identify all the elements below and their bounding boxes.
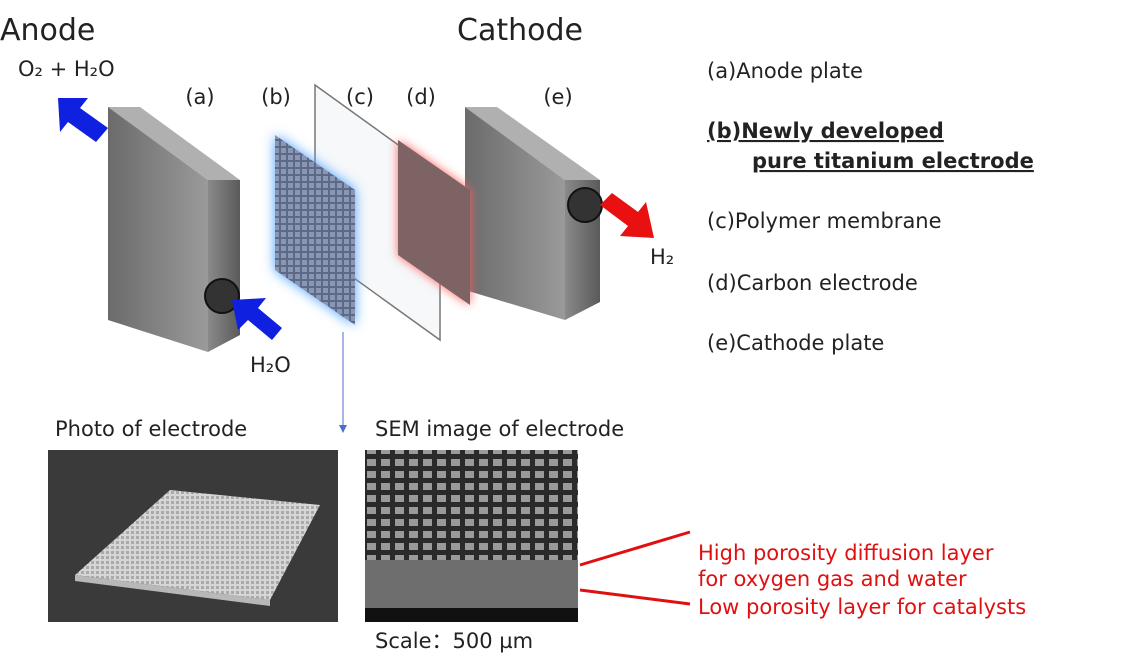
electrode-photo	[48, 450, 338, 622]
page: {"header": {"anode": "Anode", "cathode":…	[0, 0, 1123, 656]
component-letter: (b)	[261, 85, 291, 109]
sem-image	[365, 450, 578, 622]
cathode-plate	[465, 107, 602, 320]
scale-label: Scale：500 µm	[375, 629, 533, 653]
sem-title: SEM image of electrode	[375, 417, 624, 441]
arrow-h2-out	[600, 193, 654, 238]
annotation: Low porosity layer for catalysts	[698, 595, 1026, 619]
component-letter: (a)	[185, 85, 214, 109]
annotation-pointer	[580, 590, 690, 604]
legend-item: (d)Carbon electrode	[707, 271, 918, 295]
annotation-pointer	[580, 532, 690, 565]
component-letter: (e)	[543, 85, 572, 109]
flow-label: H₂O	[250, 353, 291, 377]
component-letter: (d)	[406, 85, 436, 109]
flow-label: O₂ + H₂O	[18, 57, 115, 81]
photo-title: Photo of electrode	[55, 417, 247, 441]
anode-plate	[108, 107, 240, 352]
legend-item: (c)Polymer membrane	[707, 209, 942, 233]
legend-item: (a)Anode plate	[707, 59, 863, 83]
cathode-title: Cathode	[457, 13, 583, 48]
annotation: for oxygen gas and water	[698, 567, 967, 591]
component-letter: (c)	[346, 85, 374, 109]
legend-item-highlight: pure titanium electrode	[752, 149, 1034, 173]
flow-label: H₂	[650, 245, 674, 269]
legend-item-highlight: (b)Newly developed	[707, 119, 944, 143]
anode-title: Anode	[0, 13, 95, 48]
diagram: Anode Cathode O₂ + H₂O H₂O H₂ (a) (b) (c…	[0, 0, 1123, 656]
arrow-o2-out	[58, 98, 108, 142]
annotation: High porosity diffusion layer	[698, 541, 994, 565]
detail-arrowhead	[339, 425, 347, 433]
legend-item: (e)Cathode plate	[707, 331, 884, 355]
